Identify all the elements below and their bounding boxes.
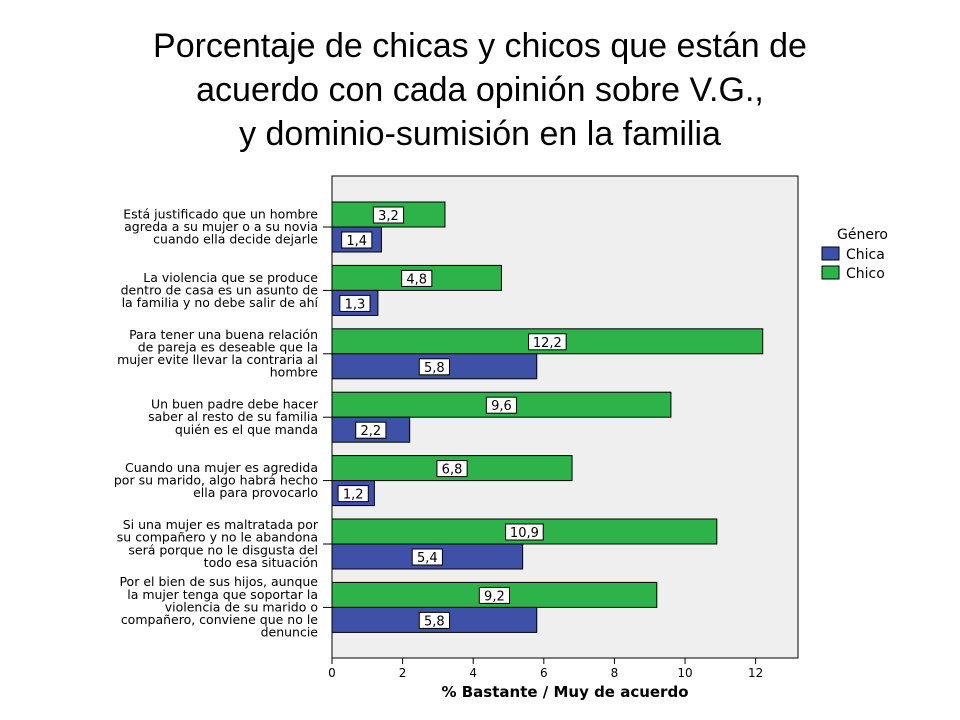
category-label-0-2: cuando ella decide dejarle — [153, 232, 318, 247]
category-label-6-0: Por el bien de sus hijos, aunque — [119, 574, 318, 589]
data-label-chica-4: 1,2 — [343, 488, 364, 503]
legend-swatch-chica — [821, 246, 840, 261]
data-label-box-chico-6 — [478, 586, 510, 604]
category-label-4-2: ella para provocarlo — [193, 485, 318, 500]
legend-title: Género — [837, 227, 888, 243]
category-label-1-2: la familia y no debe salir de ahí — [122, 295, 319, 310]
data-label-chica-1: 1,3 — [345, 297, 366, 312]
category-label-4-1: por su marido, algo habrá hecho — [114, 473, 318, 488]
data-label-box-chica-5 — [411, 548, 443, 566]
legend: Género Chica Chico — [821, 227, 888, 282]
category-label-5-0: Si una mujer es maltratada por — [123, 517, 319, 532]
category-label-5-2: será porque no le disgusta del — [128, 542, 318, 557]
x-tick-label-4: 4 — [469, 666, 477, 680]
x-tick-label-8: 8 — [611, 666, 619, 680]
category-label-2-0: Para tener una buena relación — [129, 327, 318, 342]
category-label-2-1: de pareja es deseable que la — [138, 340, 318, 355]
data-label-chica-0: 1,4 — [346, 234, 367, 249]
category-label-5-1: su compañero y no le abandona — [117, 530, 318, 545]
category-label-6-2: violencia de su marido o — [165, 599, 318, 614]
x-tick-label-6: 6 — [540, 666, 548, 680]
chart-title-line-3: y dominio-sumisión en la familia — [239, 115, 721, 153]
data-label-box-chica-2 — [418, 358, 450, 376]
category-label-3-0: Un buen padre debe hacer — [151, 397, 319, 412]
data-label-box-chico-3 — [485, 396, 518, 414]
category-label-1-1: dentro de casa es un asunto de — [121, 282, 319, 297]
category-label-6-1: la mujer tenga que soportar la — [127, 587, 318, 602]
data-label-box-chica-6 — [418, 611, 450, 629]
data-label-chico-6: 9,2 — [484, 589, 505, 604]
data-label-chico-5: 10,9 — [510, 526, 539, 541]
x-axis-title: % Bastante / Muy de acuerdo — [441, 683, 688, 701]
data-label-chico-4: 6,8 — [442, 463, 463, 478]
chart-title-line-1: Porcentaje de chicas y chicos que están … — [153, 27, 807, 65]
x-tick-label-10: 10 — [677, 666, 692, 680]
category-label-4-0: Cuando una mujer es agredida — [125, 460, 318, 475]
category-label-0-1: agreda a su mujer o a su novia — [124, 219, 318, 234]
legend-label-chico: Chico — [846, 266, 885, 282]
data-label-chica-6: 5,8 — [424, 614, 445, 629]
data-label-box-chico-1 — [401, 269, 433, 287]
data-label-box-chico-2 — [528, 333, 567, 351]
data-label-box-chica-4 — [337, 485, 369, 503]
x-axis: 0 2 4 6 8 10 12 — [328, 658, 763, 680]
data-label-chico-1: 4,8 — [406, 272, 427, 287]
legend-swatch-chico — [821, 265, 840, 280]
data-label-chica-3: 2,2 — [360, 424, 381, 439]
data-label-chico-3: 9,6 — [491, 399, 512, 414]
category-label-5-3: todo esa situación — [204, 555, 318, 570]
x-tick-label-0: 0 — [328, 666, 336, 680]
category-label-3-2: quién es el que manda — [175, 422, 318, 437]
category-label-0-0: Está justificado que un hombre — [123, 206, 318, 221]
data-label-box-chica-0 — [341, 231, 373, 249]
category-label-6-3: compañero, conviene que no le — [121, 612, 318, 627]
category-label-3-1: saber al resto de su familia — [148, 409, 318, 424]
category-label-2-3: hombre — [270, 365, 319, 380]
x-tick-label-12: 12 — [748, 666, 763, 680]
chart-title-line-2: acuerdo con cada opinión sobre V.G., — [196, 71, 764, 109]
legend-label-chica: Chica — [846, 247, 885, 263]
data-label-chico-2: 12,2 — [533, 336, 562, 351]
data-label-box-chico-0 — [372, 206, 405, 224]
category-label-1-0: La violencia que se produce — [143, 270, 318, 285]
data-label-box-chica-3 — [355, 421, 387, 439]
data-label-chica-5: 5,4 — [417, 551, 438, 566]
chart-title: Porcentaje de chicas y chicos que están … — [0, 24, 960, 156]
data-label-box-chico-4 — [436, 460, 468, 478]
category-label-6-4: denuncie — [261, 625, 319, 640]
bars-layer: 3,2 1,4 4,8 1,3 12,2 5,8 9,6 2,2 6,8 1,2 10,9 5,4 9,… — [331, 201, 764, 633]
category-label-2-2: mujer evite llevar la contraria al — [117, 352, 318, 367]
data-label-box-chica-1 — [339, 294, 371, 312]
data-label-chico-0: 3,2 — [378, 209, 399, 224]
x-tick-label-2: 2 — [399, 666, 407, 680]
data-label-chica-2: 5,8 — [424, 361, 445, 376]
data-label-box-chico-5 — [505, 523, 544, 541]
